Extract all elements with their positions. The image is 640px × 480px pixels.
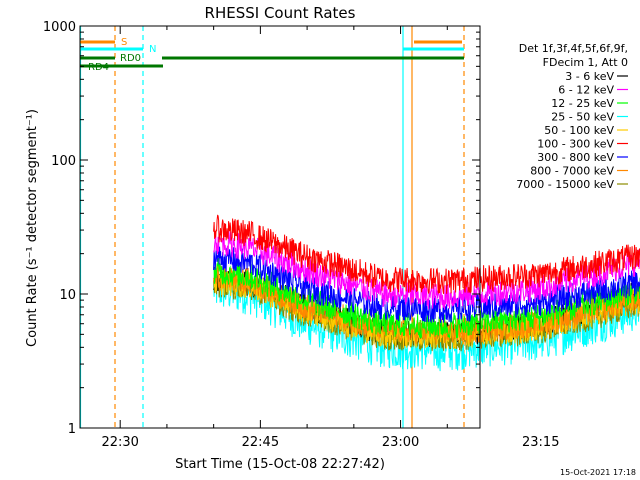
y-tick-label: 1 <box>68 422 76 437</box>
series-line-7 <box>213 245 640 324</box>
y-tick-label: 10 <box>59 288 76 303</box>
flag-label-rd4: RD4 <box>88 62 109 73</box>
legend-label-3: 12 - 25 keV <box>551 97 614 110</box>
legend-label-9: 7000 - 15000 keV <box>516 178 614 191</box>
legend-label-4: 25 - 50 keV <box>551 111 614 124</box>
y-axis-label: Count Rate (s⁻¹ detector segment⁻¹) <box>25 109 40 347</box>
series-line-3 <box>213 257 640 339</box>
series-line-9 <box>213 271 640 352</box>
x-tick-label: 23:15 <box>522 435 559 450</box>
legend-label-6: 100 - 300 keV <box>537 138 614 151</box>
x-tick-label: 22:30 <box>101 435 138 450</box>
flag-label-rd0: RD0 <box>120 53 141 64</box>
series-line-2 <box>213 230 640 310</box>
x-tick-label: 22:45 <box>242 435 279 450</box>
y-tick-label: 100 <box>51 154 76 169</box>
x-axis-label: Start Time (15-Oct-08 22:27:42) <box>175 457 385 472</box>
flag-label-s: S <box>121 37 127 48</box>
legend-label-5: 50 - 100 keV <box>544 124 614 137</box>
timestamp: 15-Oct-2021 17:18 <box>560 468 636 477</box>
y-tick-label: 1000 <box>43 20 76 35</box>
plot-frame <box>79 25 481 429</box>
chart-title: RHESSI Count Rates <box>205 4 356 22</box>
legend-label-7: 300 - 800 keV <box>537 151 614 164</box>
legend-header-line-2: FDecim 1, Att 0 <box>543 56 628 69</box>
series-line-6 <box>213 214 640 294</box>
legend-label-2: 6 - 12 keV <box>558 84 614 97</box>
legend-label-1: 3 - 6 keV <box>565 70 614 83</box>
legend-label-8: 800 - 7000 keV <box>530 165 614 178</box>
flag-label-n: N <box>149 44 156 55</box>
legend-header-line-1: Det 1f,3f,4f,5f,6f,9f, <box>519 42 628 55</box>
x-tick-label: 23:00 <box>382 435 419 450</box>
